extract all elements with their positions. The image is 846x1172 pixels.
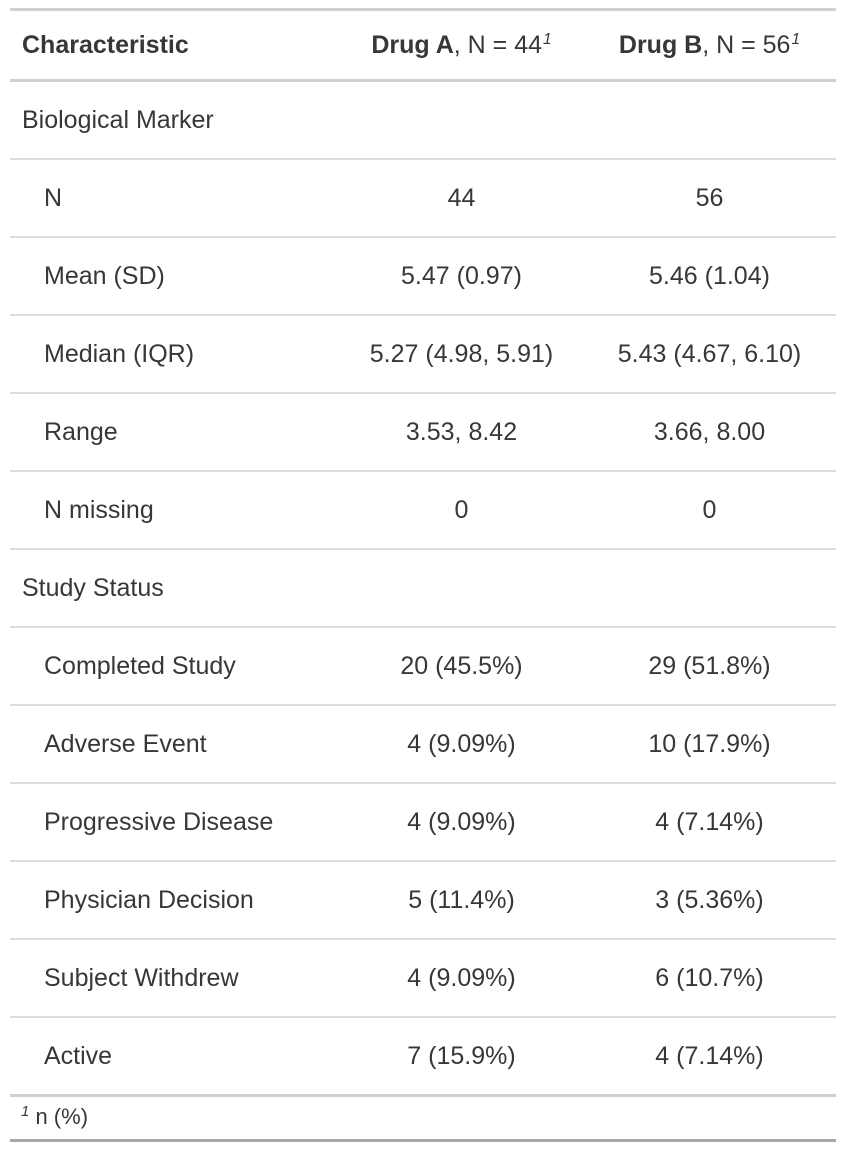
- row-label: Completed Study: [10, 627, 340, 706]
- drug-a-value-cell: 5 (11.4%): [340, 861, 583, 940]
- section-label: Study Status: [10, 549, 340, 628]
- table-footer: 1 n (%): [10, 1094, 836, 1142]
- drug-b-value-cell: 4 (7.14%): [655, 1042, 764, 1070]
- drug-a-value-cell: 4 (9.09%): [340, 939, 583, 1018]
- drug-a-value-cell: 20 (45.5%): [340, 627, 583, 706]
- table-row: Physician Decision 5 (11.4%) 3 (5.36%): [10, 861, 836, 940]
- drug-a-value-cell: 3.53, 8.42: [340, 393, 583, 472]
- footnote-mark: 1: [21, 1102, 30, 1120]
- drug-b-value-cell: 6 (10.7%): [583, 939, 836, 1018]
- drug-a-value-cell: [340, 80, 583, 160]
- table-row: Progressive Disease 4 (9.09%) 4 (7.14%): [10, 783, 836, 862]
- drug-b-value-cell: 5.46 (1.04): [583, 237, 836, 316]
- column-header-drug-a: Drug A, N = 441: [340, 8, 583, 82]
- drug-a-value-cell: [340, 549, 583, 628]
- footnote-mark: 1: [543, 30, 552, 48]
- row-label: N missing: [10, 471, 340, 550]
- footnote-text: n (%): [35, 1104, 89, 1129]
- footnote: 1 n (%): [10, 1094, 836, 1142]
- table-row: Range 3.53, 8.42 3.66, 8.00: [10, 393, 836, 472]
- section-row-biological-marker: Biological Marker: [10, 80, 836, 160]
- drug-b-value-cell: [583, 80, 836, 160]
- table-row: Adverse Event 4 (9.09%) 10 (17.9%): [10, 705, 836, 784]
- table-row: Subject Withdrew 4 (9.09%) 6 (10.7%): [10, 939, 836, 1018]
- table-row: Active 7 (15.9%) 4 (7.14%): [10, 1017, 836, 1096]
- table-row: Completed Study 20 (45.5%) 29 (51.8%): [10, 627, 836, 706]
- row-label: Mean (SD): [10, 237, 340, 316]
- column-header-drug-b: Drug B, N = 561: [583, 8, 836, 82]
- table-body: Biological Marker N 44 56 Mean (SD) 5.47…: [10, 80, 836, 1096]
- table-row: Mean (SD) 5.47 (0.97) 5.46 (1.04): [10, 237, 836, 316]
- drug-b-value-cell: 29 (51.8%): [583, 627, 836, 706]
- row-label: Progressive Disease: [10, 783, 340, 862]
- drug-b-value-cell: 4 (7.14%): [583, 783, 836, 862]
- drug-a-value-cell: 44: [340, 159, 583, 238]
- row-label: Subject Withdrew: [10, 939, 340, 1018]
- drug-b-value-cell: [583, 549, 836, 628]
- header-row: Characteristic Drug A, N = 441 Drug B, N…: [10, 8, 836, 82]
- row-label: Physician Decision: [10, 861, 340, 940]
- drug-a-value-cell: 5.27 (4.98, 5.91): [340, 315, 583, 394]
- row-label: Active: [44, 1042, 113, 1070]
- row-label: N: [10, 159, 340, 238]
- drug-b-name: Drug B: [618, 31, 703, 59]
- summary-table-container: Characteristic Drug A, N = 441 Drug B, N…: [10, 8, 836, 1142]
- drug-b-value-cell: 3 (5.36%): [583, 861, 836, 940]
- drug-b-value-cell: 56: [583, 159, 836, 238]
- table-header: Characteristic Drug A, N = 441 Drug B, N…: [10, 8, 836, 82]
- table-row: N missing 0 0: [10, 471, 836, 550]
- drug-a-value-cell: 0: [340, 471, 583, 550]
- drug-b-value-cell: 5.43 (4.67, 6.10): [583, 315, 836, 394]
- row-label: Adverse Event: [10, 705, 340, 784]
- drug-a-value-cell: 4 (9.09%): [340, 705, 583, 784]
- column-header-characteristic: Characteristic: [10, 8, 340, 82]
- section-label: Biological Marker: [10, 80, 340, 160]
- drug-a-n-label: , N = 44: [453, 31, 543, 59]
- drug-a-value-cell: 7 (15.9%): [407, 1042, 516, 1070]
- drug-b-value-cell: 3.66, 8.00: [583, 393, 836, 472]
- row-label: Range: [10, 393, 340, 472]
- drug-a-name: Drug A: [371, 31, 454, 59]
- drug-b-value-cell: 0: [583, 471, 836, 550]
- section-row-study-status: Study Status: [10, 549, 836, 628]
- drug-b-value-cell: 10 (17.9%): [583, 705, 836, 784]
- drug-b-n-label: , N = 56: [702, 31, 791, 59]
- drug-a-value-cell: 5.47 (0.97): [340, 237, 583, 316]
- footnote-row: 1 n (%): [10, 1094, 836, 1142]
- footnote-mark: 1: [791, 30, 801, 48]
- summary-table: Characteristic Drug A, N = 441 Drug B, N…: [10, 8, 836, 1142]
- table-row: N 44 56: [10, 159, 836, 238]
- row-label: Median (IQR): [10, 315, 340, 394]
- drug-a-value-cell: 4 (9.09%): [340, 783, 583, 862]
- table-row: Median (IQR) 5.27 (4.98, 5.91) 5.43 (4.6…: [10, 315, 836, 394]
